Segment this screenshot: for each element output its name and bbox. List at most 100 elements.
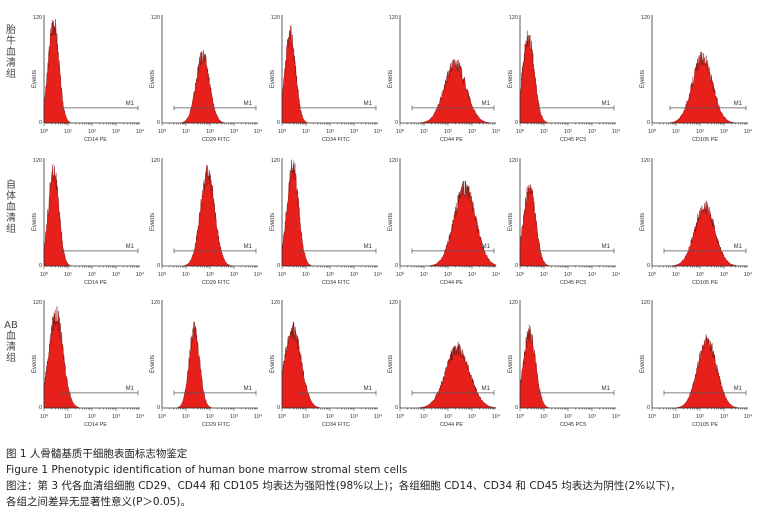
caption-note-line2: 各组之间差异无显著性意义(P＞0.05)。 [6, 496, 191, 508]
histogram-area [669, 51, 736, 124]
x-tick-label: 10⁴ [492, 271, 501, 278]
y-axis-label: Events [640, 70, 646, 88]
x-tick-label: 10¹ [672, 272, 680, 278]
x-tick-label: 10⁰ [158, 413, 167, 420]
gate-label: M1 [482, 386, 491, 392]
x-tick-label: 10¹ [182, 414, 190, 420]
x-tick-label: 10³ [588, 272, 596, 278]
gate-label: M1 [244, 101, 253, 107]
x-tick-label: 10³ [468, 129, 476, 135]
y-axis-label: Events [508, 213, 514, 231]
histogram-panel: 10⁰ 10¹ 10² 10³ 10⁴ 120 0 Events CD14 PE M1 [32, 300, 145, 428]
gate-label: M1 [364, 386, 373, 392]
x-tick-label: 10² [564, 129, 572, 135]
x-tick-label: 10¹ [64, 129, 72, 135]
x-tick-label: 10⁰ [278, 271, 287, 278]
x-tick-label: 10² [88, 414, 96, 420]
y-tick-label: 0 [395, 405, 398, 411]
x-tick-label: 10⁰ [516, 413, 525, 420]
histogram-area [519, 324, 550, 409]
x-tick-label: 10² [444, 414, 452, 420]
x-axis-label: CD29 FITC [202, 137, 230, 143]
y-tick-label: 0 [39, 263, 42, 269]
x-tick-label: 10² [696, 414, 704, 420]
x-tick-label: 10¹ [420, 129, 428, 135]
y-tick-label: 120 [389, 158, 398, 164]
histogram-area [43, 164, 71, 267]
x-tick-label: 10² [326, 129, 334, 135]
y-tick-label: 0 [395, 263, 398, 269]
x-axis-label: CD14 PE [84, 280, 107, 286]
y-axis-label: Events [388, 355, 394, 373]
histogram-panel: 10⁰ 10¹ 10² 10³ 10⁴ 120 0 Events CD105 PE M1 [640, 158, 753, 286]
histogram-panel: 10⁰ 10¹ 10² 10³ 10⁴ 120 0 Events CD29 FITC M1 [150, 158, 263, 286]
x-tick-label: 10¹ [420, 272, 428, 278]
gate-label: M1 [244, 244, 253, 250]
gate-label: M1 [482, 101, 491, 107]
x-tick-label: 10³ [350, 129, 358, 135]
histogram-area [181, 50, 225, 124]
x-tick-label: 10⁰ [158, 271, 167, 278]
histogram-area [177, 321, 212, 409]
x-tick-label: 10⁰ [278, 128, 287, 135]
caption-note-line1: 图注：第 3 代各血清组细胞 CD29、CD44 和 CD105 均表达为强阳性… [6, 480, 681, 492]
x-tick-label: 10⁴ [254, 128, 263, 135]
x-tick-label: 10⁴ [612, 271, 621, 278]
x-axis-label: CD34 FITC [322, 137, 350, 143]
y-axis-label: Events [388, 70, 394, 88]
x-tick-label: 10⁴ [254, 271, 263, 278]
x-tick-label: 10² [206, 272, 214, 278]
histogram-area [430, 180, 497, 267]
x-tick-label: 10¹ [302, 272, 310, 278]
x-tick-label: 10⁰ [516, 271, 525, 278]
x-axis-label: CD14 PE [84, 137, 107, 143]
histogram-panel: 10⁰ 10¹ 10² 10³ 10⁴ 120 0 Events CD34 FITC M1 [270, 158, 383, 286]
x-tick-label: 10¹ [540, 414, 548, 420]
gate-label: M1 [734, 244, 743, 250]
x-tick-label: 10³ [720, 272, 728, 278]
y-tick-label: 0 [277, 405, 280, 411]
y-axis-label: Events [508, 355, 514, 373]
y-tick-label: 0 [647, 263, 650, 269]
y-tick-label: 120 [641, 158, 650, 164]
y-axis-label: Events [32, 213, 38, 231]
x-tick-label: 10⁴ [136, 271, 145, 278]
x-tick-label: 10⁰ [40, 413, 49, 420]
y-tick-label: 0 [647, 405, 650, 411]
x-tick-label: 10³ [112, 129, 120, 135]
histogram-area [519, 184, 550, 267]
x-tick-label: 10⁴ [612, 128, 621, 135]
y-axis-label: Events [388, 213, 394, 231]
x-tick-label: 10¹ [64, 272, 72, 278]
x-axis-label: CD105 PE [692, 422, 718, 428]
x-axis-label: CD45 PC5 [560, 422, 586, 428]
histogram-grid: 10⁰ 10¹ 10² 10³ 10⁴ 120 0 Events CD14 PE M1 10⁰ 10¹… [32, 15, 753, 428]
gate-label: M1 [364, 244, 373, 250]
gate-label: M1 [126, 101, 135, 107]
x-tick-label: 10² [696, 129, 704, 135]
x-tick-label: 10¹ [420, 414, 428, 420]
y-tick-label: 0 [39, 120, 42, 126]
x-axis-label: CD44 PE [440, 280, 463, 286]
x-tick-label: 10² [564, 272, 572, 278]
y-tick-label: 120 [509, 158, 518, 164]
x-tick-label: 10¹ [302, 414, 310, 420]
y-tick-label: 0 [277, 120, 280, 126]
x-axis-label: CD105 PE [692, 280, 718, 286]
histogram-area [672, 200, 738, 267]
x-tick-label: 10⁴ [254, 413, 263, 420]
x-tick-label: 10⁰ [396, 271, 405, 278]
y-tick-label: 120 [33, 158, 42, 164]
x-tick-label: 10⁴ [374, 413, 383, 420]
x-tick-label: 10³ [230, 272, 238, 278]
histogram-area [281, 159, 312, 267]
x-tick-label: 10⁰ [396, 128, 405, 135]
x-tick-label: 10⁴ [374, 128, 383, 135]
gate-label: M1 [126, 244, 135, 250]
y-tick-label: 120 [509, 15, 518, 21]
x-tick-label: 10³ [350, 414, 358, 420]
histogram-panel: 10⁰ 10¹ 10² 10³ 10⁴ 120 0 Events CD105 PE M1 [640, 300, 753, 428]
y-axis-label: Events [32, 70, 38, 88]
x-tick-label: 10² [326, 272, 334, 278]
gate-label: M1 [244, 386, 253, 392]
